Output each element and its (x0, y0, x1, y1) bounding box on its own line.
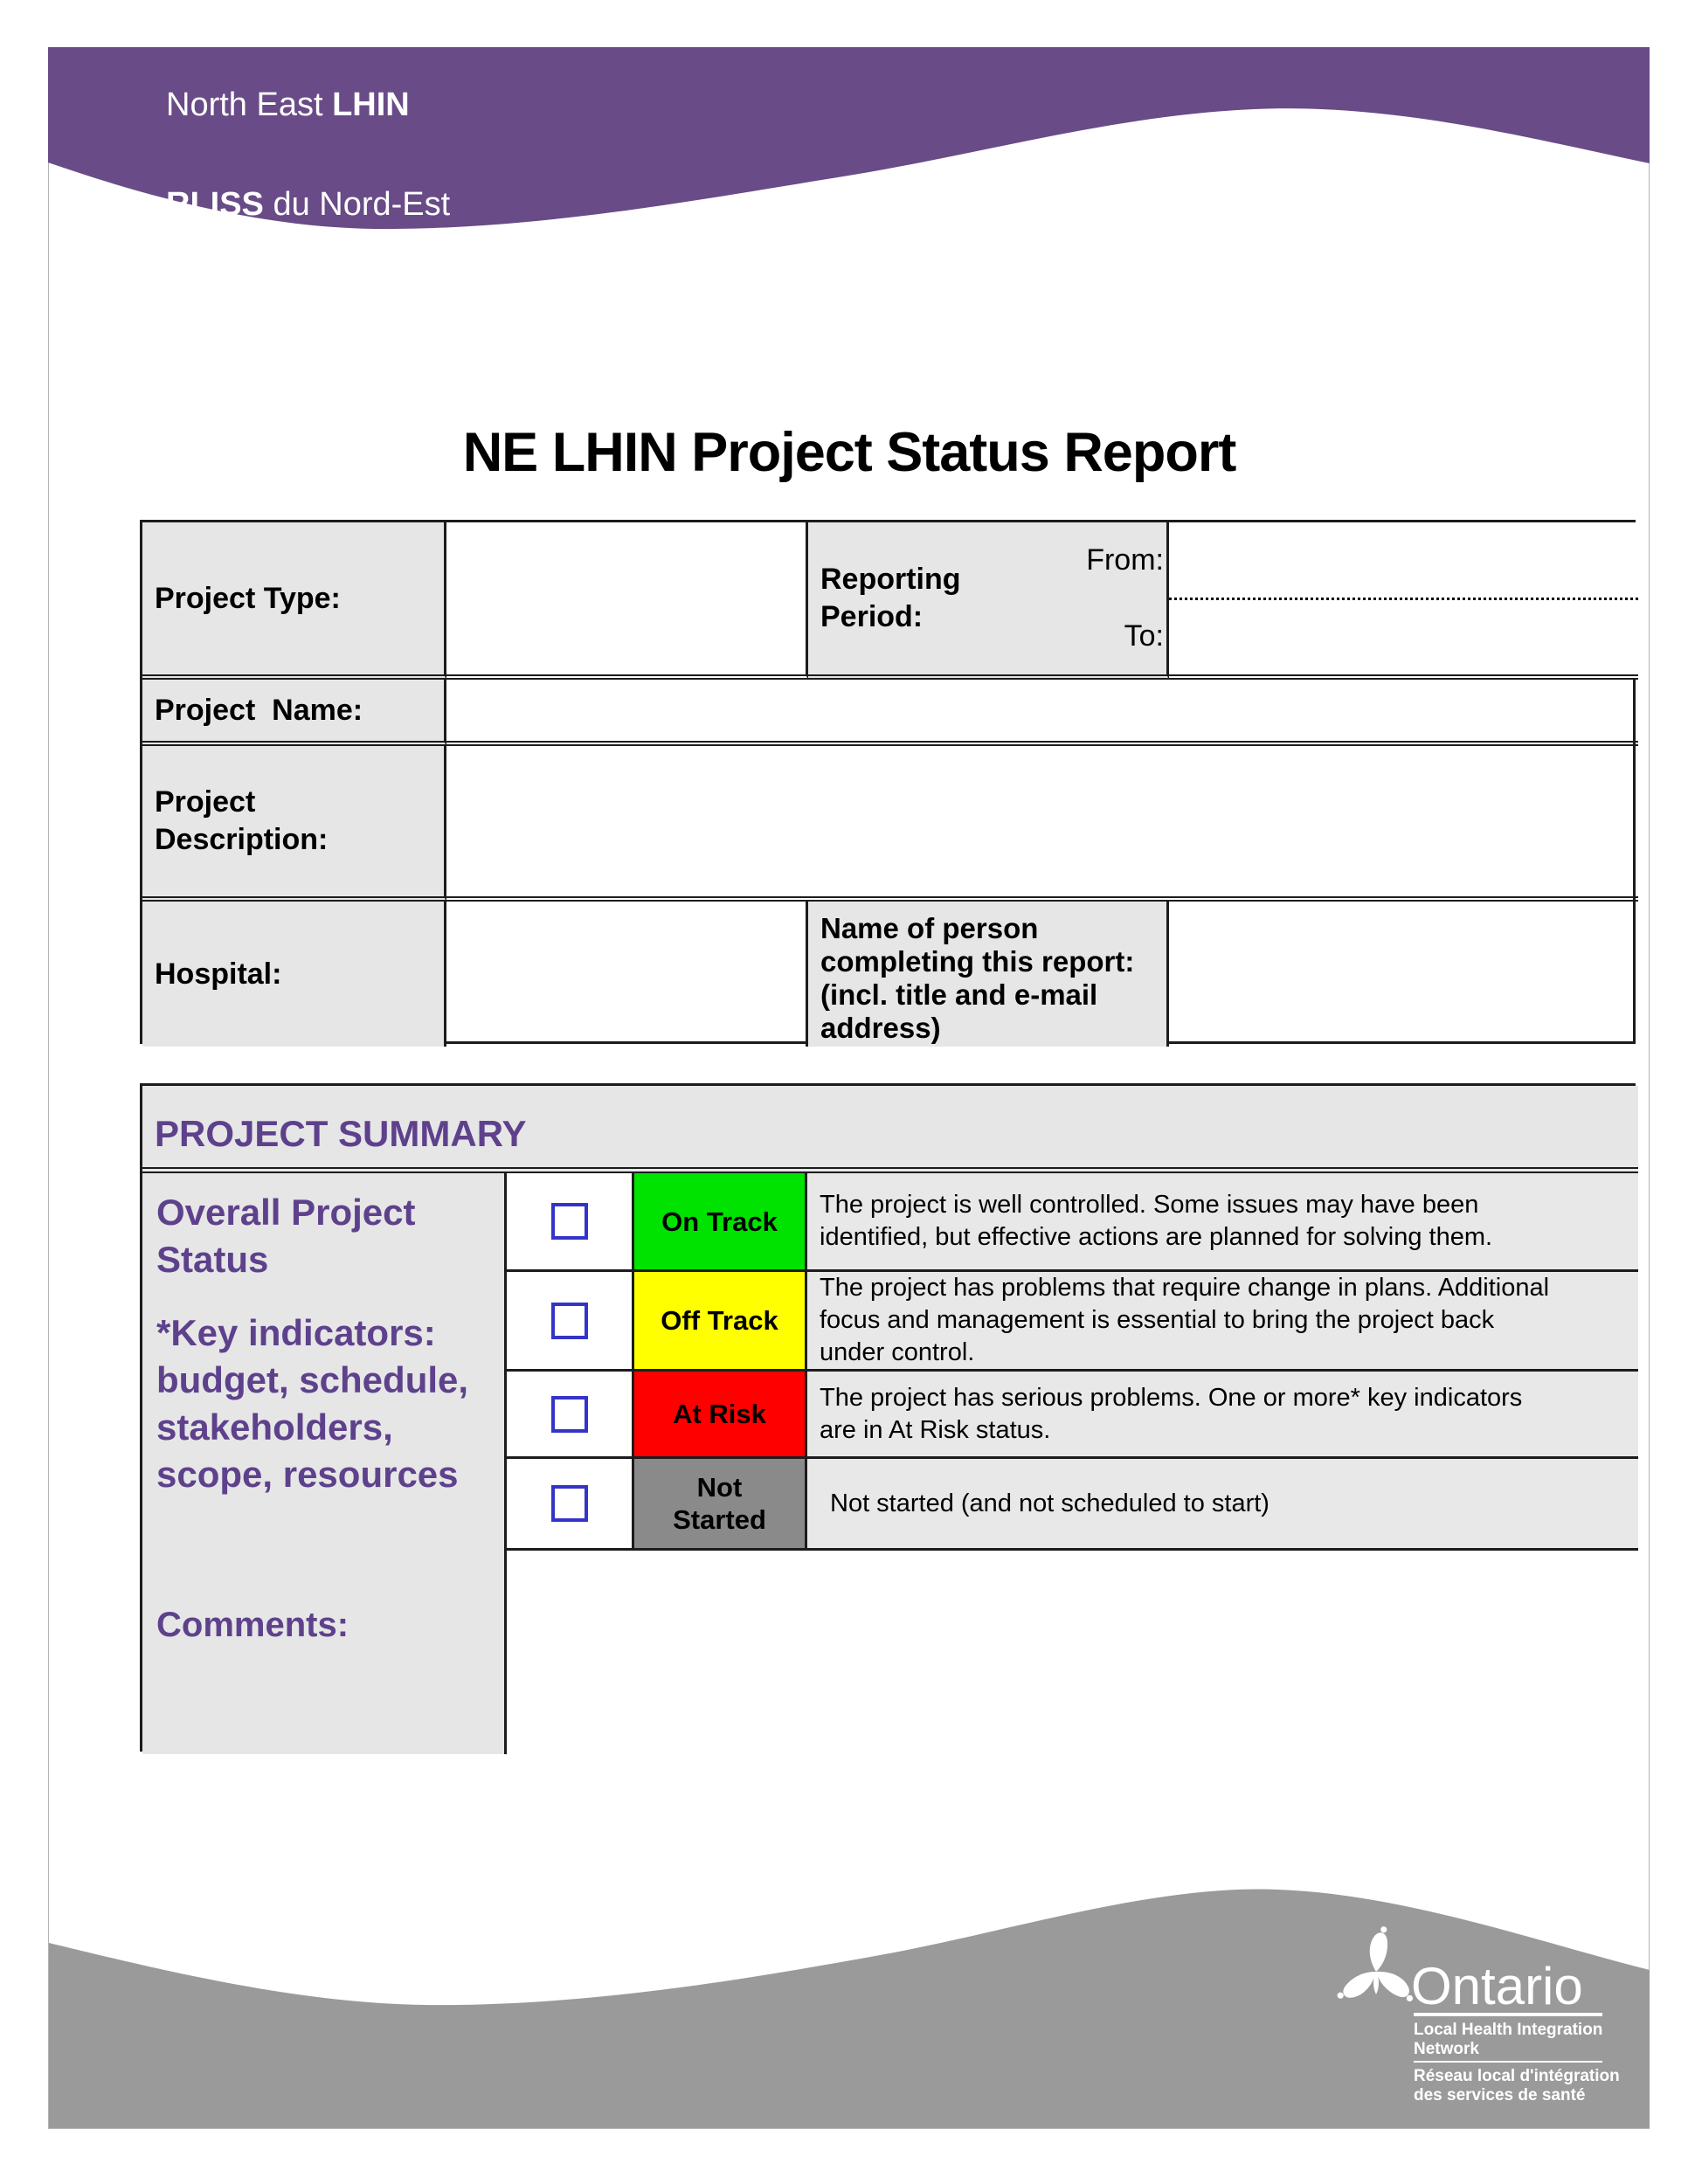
at-risk-checkbox[interactable] (550, 1395, 588, 1433)
at-risk-description: The project has serious problems. One or… (807, 1372, 1638, 1459)
project-name-field[interactable] (446, 680, 1638, 746)
ontario-wordmark: Ontario (1411, 1957, 1583, 2015)
hospital-field[interactable] (446, 902, 808, 1047)
report-completer-field[interactable] (1169, 902, 1638, 1047)
ontario-trillium-icon (1337, 1926, 1414, 2002)
comments-field[interactable] (507, 1551, 1638, 1754)
project-summary-heading: PROJECT SUMMARY (142, 1086, 1638, 1173)
footer-wave (49, 1889, 1650, 2128)
logo-divider-en (1414, 2013, 1602, 2016)
project-summary-table: PROJECT SUMMARY Overall Project Status *… (140, 1083, 1638, 1754)
logo-line1-en: North East LHIN (166, 86, 410, 123)
logo-line2-fr: RLISS du Nord-Est (166, 186, 451, 223)
on-track-checkbox[interactable] (550, 1203, 588, 1240)
reporting-period-label: Reporting Period: (820, 563, 961, 633)
project-type-label: Project Type: (142, 522, 446, 680)
off-track-description: The project has problems that require ch… (807, 1272, 1638, 1372)
header-wave (48, 47, 1650, 230)
on-track-status-badge: On Track (634, 1173, 807, 1272)
to-label: To: (1124, 619, 1164, 653)
reporting-period-fields (1169, 522, 1638, 680)
project-name-label: Project Name: (142, 680, 446, 746)
hospital-label: Hospital: (142, 902, 446, 1047)
lhin-name-french: Réseau local d'intégration des services … (1414, 2067, 1620, 2105)
reporting-period-cell: Reporting Period: From: To: (808, 522, 1169, 680)
report-completer-label: Name of person completing this report: (… (808, 902, 1169, 1047)
nelhin-logo: North East LHIN RLISS du Nord-Est (166, 80, 450, 280)
off-track-checkbox-cell (507, 1272, 634, 1372)
project-description-field[interactable] (446, 746, 1638, 902)
key-indicators-note: *Key indicators: budget, schedule, stake… (156, 1312, 469, 1495)
on-track-description: The project is well controlled. Some iss… (807, 1173, 1638, 1272)
at-risk-checkbox-cell (507, 1372, 634, 1459)
not-started-status-badge: Not Started (634, 1459, 807, 1551)
project-description-label: Project Description: (142, 746, 446, 902)
summary-left-column: Overall Project Status *Key indicators: … (142, 1173, 507, 1754)
page-title: NE LHIN Project Status Report (462, 422, 1237, 483)
overall-status-label: Overall Project Status (156, 1192, 416, 1280)
off-track-status-badge: Off Track (634, 1272, 807, 1372)
lhin-name-english: Local Health Integration Network (1414, 2021, 1603, 2058)
logo-divider-fr (1414, 2061, 1602, 2063)
project-info-table: Project Type: Reporting Period: From: To… (140, 520, 1638, 1047)
to-date-field[interactable] (1169, 600, 1638, 675)
not-started-checkbox[interactable] (550, 1485, 588, 1522)
at-risk-status-badge: At Risk (634, 1372, 807, 1459)
from-date-field[interactable] (1169, 522, 1638, 600)
project-type-field[interactable] (446, 522, 808, 680)
from-label: From: (1086, 543, 1164, 577)
on-track-checkbox-cell (507, 1173, 634, 1272)
not-started-description: Not started (and not scheduled to start) (807, 1459, 1638, 1551)
off-track-checkbox[interactable] (550, 1302, 588, 1339)
comments-label: Comments: (156, 1606, 349, 1644)
not-started-checkbox-cell (507, 1459, 634, 1551)
